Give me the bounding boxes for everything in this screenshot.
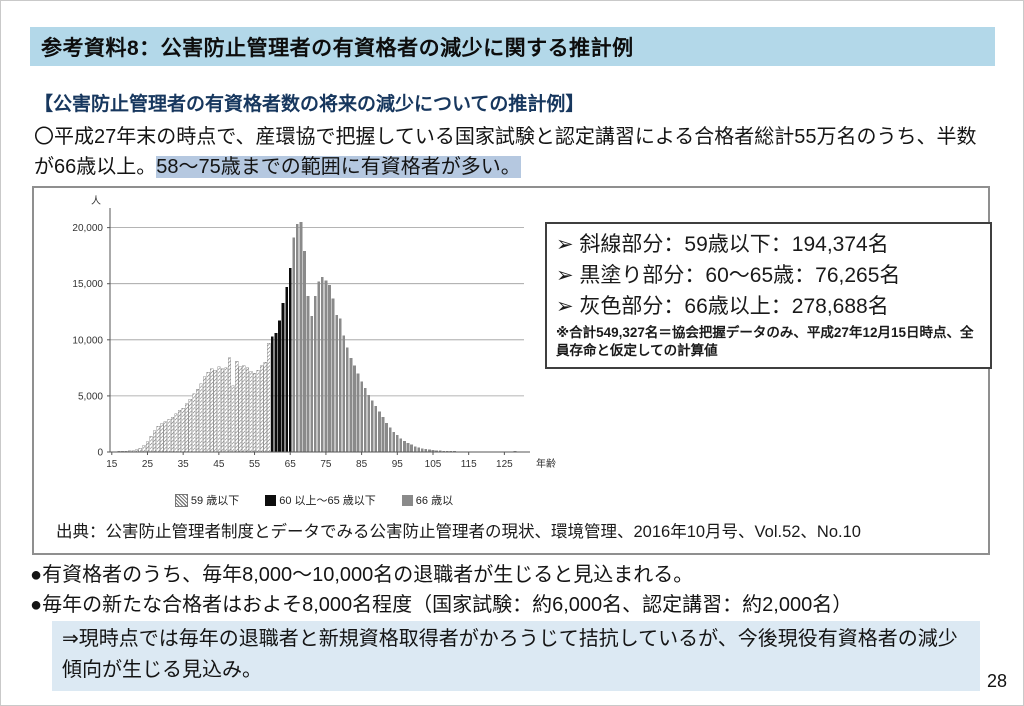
legend-note: ※合計549,327名＝協会把握データのみ、平成27年12月15日時点、全員存命… — [556, 325, 974, 358]
age-histogram: 0 5,000 10,000 15,000 20,000 15 25 35 45 55 65 75 85… — [72, 195, 556, 470]
svg-text:55: 55 — [249, 459, 261, 470]
svg-text:20,000: 20,000 — [72, 223, 103, 234]
section-subtitle: 【公害防止管理者の有資格者数の将来の減少についての推計例】 — [34, 94, 585, 115]
conclusion-box: ⇒現時点では毎年の退職者と新規資格取得者がかろうじて拮抗しているが、今後現役有資… — [52, 621, 980, 691]
svg-text:125: 125 — [496, 459, 513, 470]
intro-paragraph: 〇平成27年末の時点で、産環協で把握している国家試験と認定講習による合格者総計5… — [34, 122, 992, 182]
svg-text:15,000: 15,000 — [72, 279, 103, 290]
legend-item-60to65: 60 以上～65 歳以下 — [265, 492, 376, 508]
chart-series-legend: 59 歳以下 60 以上～65 歳以下 66 歳以 — [104, 491, 524, 509]
summary-legend-box: ➢ 斜線部分：59歳以下：194,374名 ➢ 黒塗り部分：60～65歳：76,… — [545, 222, 992, 369]
y-axis-label: 人 — [91, 195, 101, 207]
svg-text:115: 115 — [461, 459, 477, 470]
legend-line-black: ➢ 黒塗り部分：60～65歳：76,265名 — [556, 264, 901, 287]
legend-item-under59: 59 歳以下 — [174, 492, 240, 508]
svg-text:85: 85 — [356, 459, 368, 470]
x-axis-label: 年齢 — [536, 457, 556, 470]
black-swatch-icon — [265, 494, 277, 506]
gridlines: 0 5,000 10,000 15,000 20,000 — [72, 223, 524, 459]
axes — [109, 208, 530, 453]
svg-text:10,000: 10,000 — [72, 335, 103, 346]
legend-label-60to65: 60 以上～65 歳以下 — [279, 495, 376, 507]
gray-swatch-icon — [401, 494, 413, 506]
svg-text:75: 75 — [320, 459, 332, 470]
svg-text:25: 25 — [142, 459, 154, 470]
bullet-retirees: ●有資格者のうち、毎年8,000～10,000名の退職者が生じると見込まれる。 — [30, 564, 694, 586]
svg-text:95: 95 — [392, 459, 404, 470]
intro-text: 〇平成27年末の時点で、産環協で把握している国家試験と認定講習による合格者総計5… — [34, 126, 977, 178]
svg-text:0: 0 — [97, 448, 103, 459]
source-citation: 出典：公害防止管理者制度とデータでみる公害防止管理者の現状、環境管理、2016年… — [56, 523, 861, 541]
svg-text:105: 105 — [425, 459, 442, 470]
figure-panel: 0 5,000 10,000 15,000 20,000 15 25 35 45 55 65 75 85… — [32, 186, 992, 555]
legend-line-hatched: ➢ 斜線部分：59歳以下：194,374名 — [556, 233, 889, 256]
svg-text:45: 45 — [213, 459, 225, 470]
intro-highlight: 58～75歳までの範囲に有資格者が多い。 — [156, 156, 521, 178]
legend-item-over66: 66 歳以 — [401, 492, 454, 508]
x-axis-ticks: 15 25 35 45 55 65 75 85 95 105 115 125 年齢 — [106, 452, 556, 470]
bullet-new-passers: ●毎年の新たな合格者はおよそ8,000名程度（国家試験：約6,000名、認定講習… — [30, 594, 853, 616]
legend-line-gray: ➢ 灰色部分：66歳以上：278,688名 — [556, 295, 889, 318]
legend-label-under59: 59 歳以下 — [190, 495, 240, 507]
svg-text:65: 65 — [285, 459, 297, 470]
svg-text:15: 15 — [106, 459, 118, 470]
bottom-bullets: ●有資格者のうち、毎年8,000～10,000名の退職者が生じると見込まれる。 … — [30, 560, 994, 620]
page-title: 参考資料8：公害防止管理者の有資格者の減少に関する推計例 — [30, 27, 995, 66]
svg-text:5,000: 5,000 — [78, 391, 103, 402]
chart-area: 0 5,000 10,000 15,000 20,000 15 25 35 45 55 65 75 85… — [48, 190, 578, 488]
legend-label-over66: 66 歳以 — [415, 495, 454, 507]
histogram-bars — [113, 222, 524, 453]
hatched-swatch-icon — [174, 493, 188, 507]
page-number: 28 — [986, 671, 1007, 691]
page-title-text: 参考資料8：公害防止管理者の有資格者の減少に関する推計例 — [41, 36, 634, 60]
svg-text:35: 35 — [178, 459, 190, 470]
